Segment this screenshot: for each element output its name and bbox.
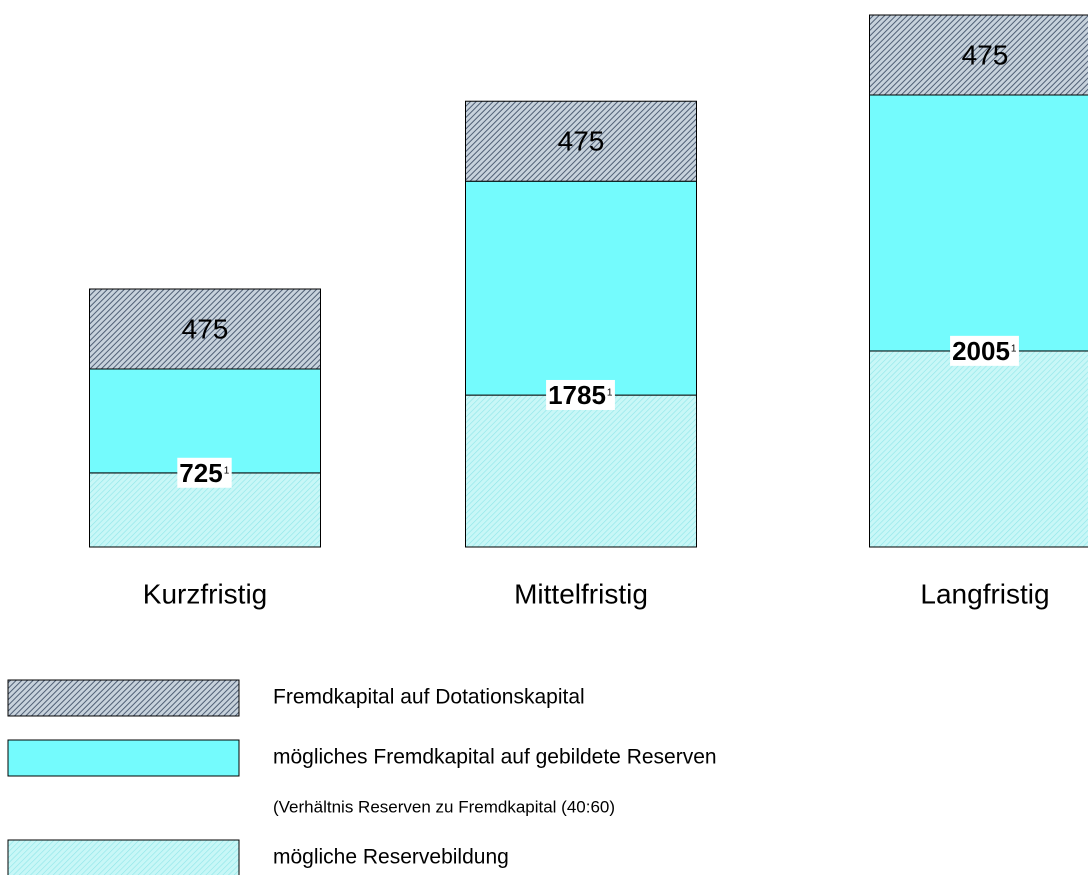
legend-swatch — [7, 679, 240, 717]
bar-segment — [869, 94, 1088, 352]
annotation-value: 725 — [179, 458, 222, 488]
legend-label: mögliche Reservebildung — [273, 846, 509, 869]
annotation-footnote: 1 — [224, 466, 230, 477]
bar-segment — [869, 350, 1088, 548]
bar-segment — [89, 368, 321, 474]
bar-segment — [465, 394, 697, 548]
annotation: 725 1 — [177, 457, 232, 488]
legend-label: mögliches Fremdkapital auf gebildete Res… — [273, 746, 717, 769]
legend-label: Fremdkapital auf Dotationskapital — [273, 686, 585, 709]
legend-note: (Verhältnis Reserven zu Fremdkapital (40… — [273, 797, 615, 816]
x-tick-label: Langfristig — [920, 578, 1049, 609]
x-tick-label: Kurzfristig — [143, 578, 267, 609]
annotation-bg — [950, 335, 1019, 366]
segment-label: 475 — [962, 39, 1009, 70]
legend-swatch — [7, 839, 240, 875]
x-tick-label: Mittelfristig — [514, 578, 648, 609]
annotation-footnote: 1 — [1011, 344, 1017, 355]
segment-label: 475 — [182, 313, 229, 344]
bar-segment — [869, 14, 1088, 96]
bar-segment — [465, 100, 697, 182]
annotation-value: 2005 — [952, 336, 1010, 366]
annotation: 1785 1 — [546, 379, 615, 410]
annotation-footnote: 1 — [607, 388, 613, 399]
segment-label: 475 — [558, 126, 605, 157]
bar-segment — [89, 288, 321, 370]
annotation-bg — [177, 457, 232, 488]
annotation-value: 1785 — [548, 380, 606, 410]
annotation: 2005 1 — [950, 335, 1019, 366]
bar-segment — [465, 180, 697, 396]
annotation-bg — [546, 379, 615, 410]
legend-swatch — [7, 739, 240, 777]
